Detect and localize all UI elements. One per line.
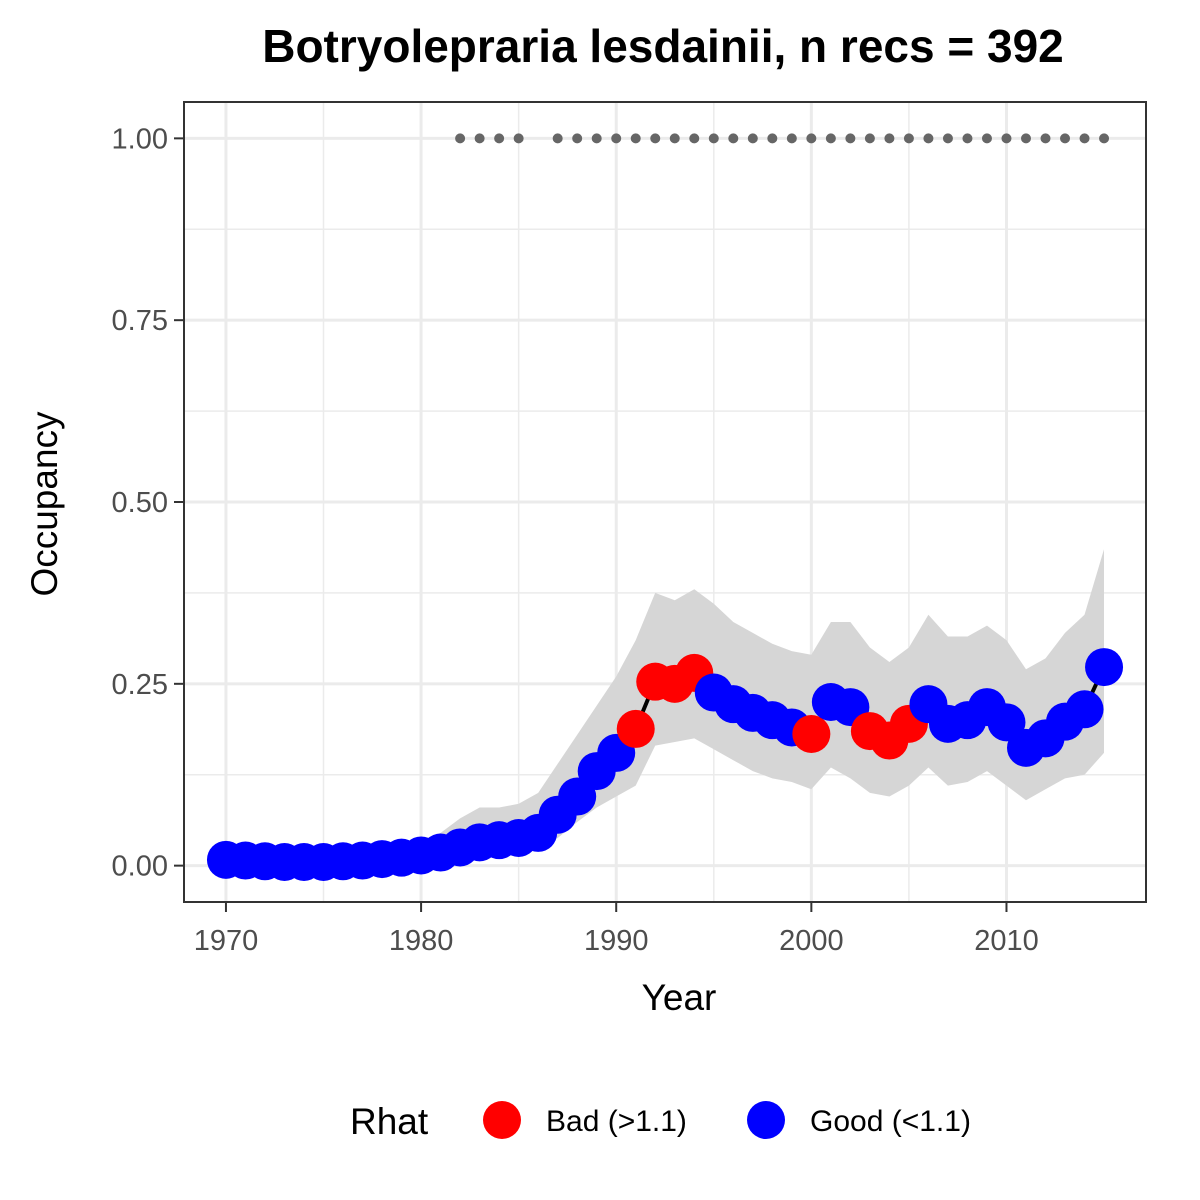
record-dot bbox=[650, 133, 661, 144]
record-dot bbox=[806, 133, 817, 144]
legend-key-good bbox=[747, 1101, 785, 1139]
x-axis-title: Year bbox=[642, 977, 717, 1018]
record-dot bbox=[591, 133, 602, 144]
record-dot bbox=[942, 133, 953, 144]
record-dot bbox=[689, 133, 700, 144]
x-tick-label: 2000 bbox=[779, 925, 844, 957]
legend-label-bad: Bad (>1.1) bbox=[546, 1105, 687, 1138]
x-tick-label: 1980 bbox=[389, 925, 454, 957]
credible-interval-ribbon bbox=[226, 549, 1104, 866]
record-dot bbox=[1079, 133, 1090, 144]
record-dot bbox=[494, 133, 505, 144]
record-dot bbox=[825, 133, 836, 144]
record-dot bbox=[669, 133, 680, 144]
record-dot bbox=[611, 133, 622, 144]
y-tick-label: 0.50 bbox=[112, 487, 168, 519]
record-dot bbox=[786, 133, 797, 144]
y-axis-title: Occupancy bbox=[24, 411, 65, 597]
y-tick-label: 0.00 bbox=[112, 851, 168, 883]
data-point-good bbox=[1085, 648, 1124, 687]
record-dot bbox=[455, 133, 466, 144]
record-dot bbox=[864, 133, 875, 144]
legend-key-bad bbox=[483, 1101, 521, 1139]
record-dot bbox=[474, 133, 485, 144]
y-tick-label: 1.00 bbox=[112, 123, 168, 155]
record-dot bbox=[1099, 133, 1110, 144]
record-dot bbox=[572, 133, 583, 144]
record-dot bbox=[513, 133, 524, 144]
record-dot bbox=[923, 133, 934, 144]
y-axis: 0.00 0.25 0.50 0.75 1.00 bbox=[112, 123, 184, 883]
x-tick-label: 2010 bbox=[974, 925, 1039, 957]
record-dot bbox=[884, 133, 895, 144]
chart-title: Botryolepraria lesdainii, n recs = 392 bbox=[262, 20, 1064, 72]
record-dot bbox=[981, 133, 992, 144]
record-dot bbox=[767, 133, 778, 144]
record-dot bbox=[630, 133, 641, 144]
y-tick-label: 0.75 bbox=[112, 305, 168, 337]
record-dot bbox=[1060, 133, 1071, 144]
data-point-bad bbox=[616, 709, 655, 748]
record-dot bbox=[708, 133, 719, 144]
data-point-good bbox=[1065, 690, 1104, 729]
x-tick-label: 1970 bbox=[194, 925, 259, 957]
record-year-dots bbox=[455, 133, 1110, 144]
record-dot bbox=[1020, 133, 1031, 144]
occupancy-points bbox=[206, 648, 1124, 881]
plot-panel bbox=[183, 101, 1147, 903]
record-dot bbox=[552, 133, 563, 144]
record-dot bbox=[1001, 133, 1012, 144]
record-dot bbox=[747, 133, 758, 144]
legend-title: Rhat bbox=[350, 1101, 429, 1142]
record-dot bbox=[903, 133, 914, 144]
record-dot bbox=[962, 133, 973, 144]
record-dot bbox=[845, 133, 856, 144]
legend-label-good: Good (<1.1) bbox=[810, 1105, 971, 1138]
y-tick-label: 0.25 bbox=[112, 669, 168, 701]
record-dot bbox=[1040, 133, 1051, 144]
legend: Rhat Bad (>1.1) Good (<1.1) bbox=[350, 1101, 971, 1142]
record-dot bbox=[728, 133, 739, 144]
x-axis: 1970 1980 1990 2000 2010 bbox=[194, 902, 1039, 957]
x-tick-label: 1990 bbox=[584, 925, 649, 957]
data-point-bad bbox=[792, 715, 831, 753]
